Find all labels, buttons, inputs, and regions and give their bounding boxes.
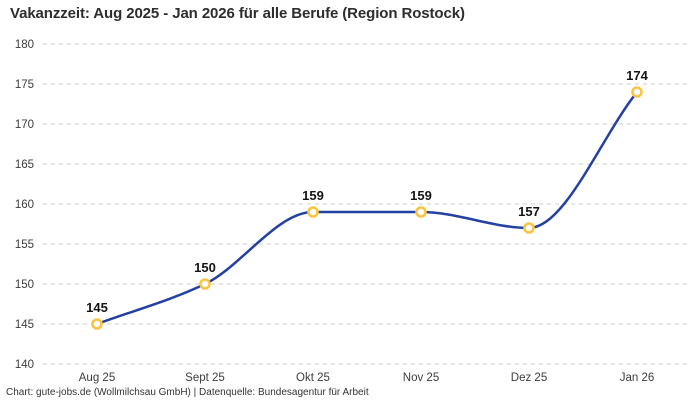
x-tick-label: Dez 25 (511, 372, 547, 384)
data-point-marker (199, 278, 211, 290)
data-point-marker (631, 86, 643, 98)
y-tick-label: 140 (15, 359, 34, 371)
data-point-marker (523, 222, 535, 234)
chart-source-footer: Chart: gute-jobs.de (Wollmilchsau GmbH) … (6, 387, 369, 398)
series-line (95, 90, 639, 326)
data-point-marker (307, 206, 319, 218)
data-point-label: 174 (626, 68, 648, 83)
data-point-label: 157 (518, 204, 540, 219)
y-tick-label: 165 (15, 159, 34, 171)
x-tick-label: Aug 25 (79, 372, 115, 384)
y-tick-label: 160 (15, 199, 34, 211)
x-tick-label: Jan 26 (620, 372, 655, 384)
data-point-label: 145 (86, 300, 108, 315)
y-tick-label: 145 (15, 319, 34, 331)
data-point-marker (91, 318, 103, 330)
y-tick-label: 180 (15, 39, 34, 51)
x-tick-label: Okt 25 (296, 372, 330, 384)
y-tick-label: 155 (15, 239, 34, 251)
x-tick-label: Sept 25 (185, 372, 225, 384)
chart-title: Vakanzzeit: Aug 2025 - Jan 2026 für alle… (10, 5, 465, 22)
data-point-marker (415, 206, 427, 218)
x-tick-label: Nov 25 (403, 372, 439, 384)
y-tick-label: 175 (15, 79, 34, 91)
data-point-label: 159 (410, 188, 432, 203)
data-point-label: 150 (194, 260, 216, 275)
y-tick-label: 150 (15, 279, 34, 291)
y-tick-label: 170 (15, 119, 34, 131)
data-point-label: 159 (302, 188, 324, 203)
